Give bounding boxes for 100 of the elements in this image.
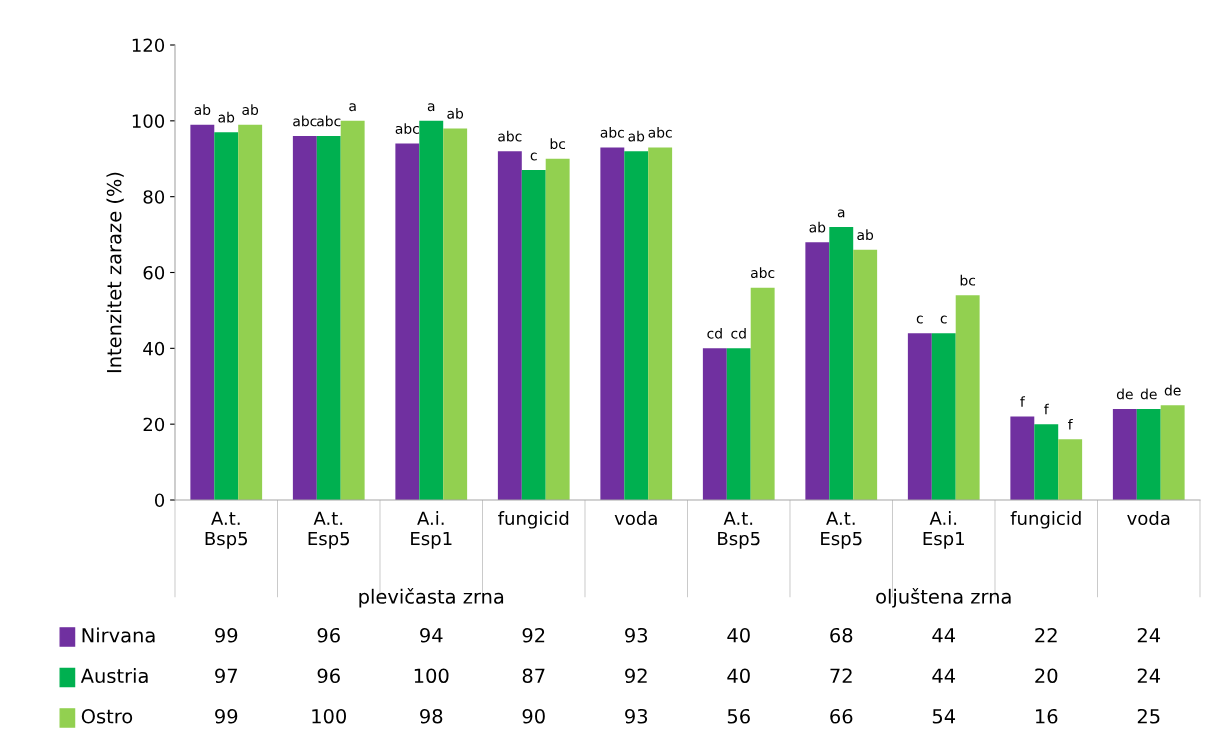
- data-label: 99: [215, 708, 238, 724]
- bar: [805, 242, 830, 500]
- annotation: cd: [731, 327, 746, 339]
- data-label: 22: [1035, 627, 1057, 643]
- annotation: abc: [648, 126, 672, 138]
- bar: [907, 333, 932, 500]
- bar: [238, 124, 263, 500]
- annotation: abc: [600, 126, 624, 138]
- bar: [600, 147, 625, 500]
- data-label: 54: [932, 709, 956, 724]
- bar: [1112, 409, 1137, 500]
- annotation: abc: [293, 115, 317, 127]
- data-label: 96: [317, 668, 340, 684]
- bar: [1136, 409, 1161, 500]
- data-label: 44: [932, 668, 956, 683]
- annotation: f: [1044, 403, 1049, 415]
- annotation: abc: [317, 115, 341, 127]
- x-tick-label: A.t. Bsp5: [718, 511, 760, 549]
- bar: [419, 120, 444, 500]
- data-label: 100: [312, 708, 347, 724]
- legend-label: Ostro: [81, 708, 133, 724]
- x-tick-label: A.i. Esp1: [411, 511, 452, 549]
- x-tick-label: fungicid: [498, 511, 569, 529]
- annotation: bc: [960, 274, 976, 286]
- data-label: 20: [1035, 668, 1058, 684]
- annotation: abc: [498, 130, 522, 142]
- x-tick-label: A.t. Esp5: [308, 511, 350, 549]
- data-label: 16: [1036, 708, 1058, 724]
- bar: [624, 151, 649, 500]
- data-label: 98: [420, 708, 443, 724]
- annotation: ab: [809, 221, 826, 233]
- data-label: 24: [1137, 668, 1161, 683]
- x-tick-label: A.i. Esp1: [923, 511, 964, 549]
- text: oljuštena zrna: [876, 588, 1011, 608]
- bar: [1058, 439, 1083, 500]
- bar: [340, 120, 365, 500]
- bar: [395, 143, 420, 500]
- data-label: 93: [625, 708, 648, 724]
- data-label: 99: [215, 627, 238, 643]
- data-label: 100: [414, 668, 449, 684]
- bar: [829, 227, 854, 500]
- annotation: cd: [707, 327, 722, 339]
- bar: [931, 333, 956, 500]
- annotation: f: [1068, 418, 1073, 430]
- data-label: 97: [215, 668, 237, 684]
- y-tick-label: 80: [143, 190, 165, 204]
- bar: [750, 287, 775, 500]
- data-label: 92: [625, 668, 647, 684]
- annotation: a: [349, 103, 356, 112]
- x-tick-label: A.t. Esp5: [821, 511, 862, 549]
- bar: [853, 249, 878, 500]
- bar: [521, 170, 546, 500]
- data-label: 96: [317, 627, 340, 643]
- data-label: 24: [1137, 627, 1161, 643]
- legend-label: Nirvana: [82, 627, 155, 643]
- bar: [955, 295, 980, 500]
- annotation: ab: [242, 104, 259, 115]
- annotation: a: [837, 209, 845, 218]
- annotation: ab: [447, 108, 464, 119]
- bar: [316, 136, 341, 500]
- bar: [497, 151, 522, 500]
- bar: [292, 136, 317, 500]
- annotation: de: [1140, 388, 1157, 400]
- bar: [545, 158, 570, 500]
- data-label: 93: [625, 627, 648, 643]
- data-label: 92: [522, 627, 545, 643]
- legend-label: Austria: [80, 668, 148, 684]
- data-label: 87: [522, 668, 545, 684]
- data-label: 66: [830, 708, 853, 724]
- bar: [1034, 424, 1059, 500]
- data-label: 44: [932, 628, 956, 643]
- annotation: ab: [194, 104, 211, 115]
- annotation: c: [940, 315, 947, 324]
- bar: [648, 147, 673, 500]
- data-label: 68: [830, 627, 853, 643]
- x-tick-label: A.t. Bsp5: [205, 511, 248, 549]
- annotation: de: [1116, 388, 1133, 400]
- x-tick-label: voda: [614, 511, 657, 526]
- text: plevičasta zrna: [359, 588, 504, 608]
- data-label: 40: [727, 627, 750, 643]
- y-tick-label: 40: [143, 341, 165, 356]
- bar: [702, 348, 727, 500]
- annotation: ab: [857, 229, 874, 241]
- data-label: 25: [1137, 708, 1160, 724]
- y-axis-title: Intenzitet zaraze (%): [106, 172, 124, 373]
- y-tick-label: 100: [132, 114, 165, 128]
- annotation: f: [1020, 396, 1026, 407]
- data-label: 72: [830, 668, 852, 683]
- annotation: ab: [218, 111, 235, 123]
- annotation: c: [530, 152, 537, 161]
- bar: [214, 132, 239, 500]
- y-tick-label: 20: [143, 417, 165, 432]
- annotation: c: [916, 315, 923, 324]
- data-label: 56: [727, 708, 750, 724]
- data-label: 94: [420, 627, 443, 643]
- annotation: bc: [550, 138, 566, 150]
- y-tick-label: 0: [154, 493, 165, 508]
- x-tick-label: fungicid: [1010, 511, 1081, 529]
- bar: [443, 128, 468, 500]
- annotation: abc: [751, 267, 775, 279]
